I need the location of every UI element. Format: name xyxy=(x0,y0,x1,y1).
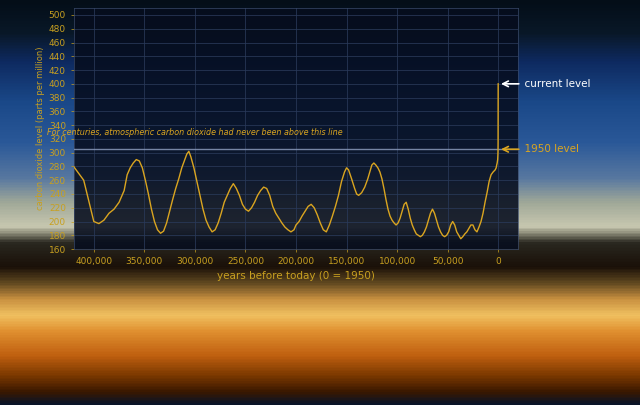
Text: For centuries, atmospheric carbon dioxide had never been above this line: For centuries, atmospheric carbon dioxid… xyxy=(47,128,343,136)
Y-axis label: carbon dioxide level (parts per million): carbon dioxide level (parts per million) xyxy=(36,47,45,210)
Text: 1950 level: 1950 level xyxy=(518,144,579,154)
X-axis label: years before today (0 = 1950): years before today (0 = 1950) xyxy=(217,271,375,281)
Text: current level: current level xyxy=(518,79,591,89)
